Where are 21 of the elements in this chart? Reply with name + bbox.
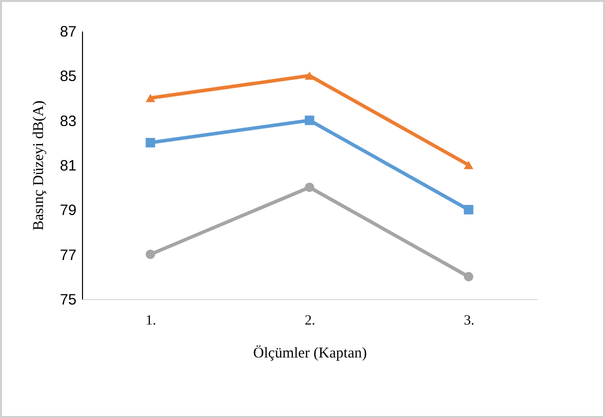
- point: [464, 160, 474, 170]
- point: [304, 72, 314, 80]
- point: [464, 272, 474, 282]
- point: [146, 250, 156, 260]
- y-tick-label: 79: [60, 202, 76, 220]
- x-tick-label: 3.: [464, 314, 474, 328]
- point: [146, 138, 156, 148]
- y-tick-label: 87: [60, 24, 76, 40]
- point: [464, 204, 474, 214]
- y-axis-title: Basınç Düzeyi dB(A): [30, 100, 47, 230]
- point: [304, 182, 314, 192]
- y-tick-label: 85: [60, 68, 76, 86]
- y-tick-label: 81: [60, 158, 76, 174]
- x-tick-label: 2.: [304, 314, 316, 328]
- point: [304, 116, 314, 126]
- y-tick-label: 75: [60, 292, 76, 308]
- y-tick-label: 77: [60, 246, 76, 264]
- y-tick-label: 83: [60, 112, 76, 130]
- x-axis-title: Ölçümler (Kaptan): [253, 344, 367, 362]
- point: [146, 94, 156, 102]
- x-tick-label: 1.: [146, 314, 156, 328]
